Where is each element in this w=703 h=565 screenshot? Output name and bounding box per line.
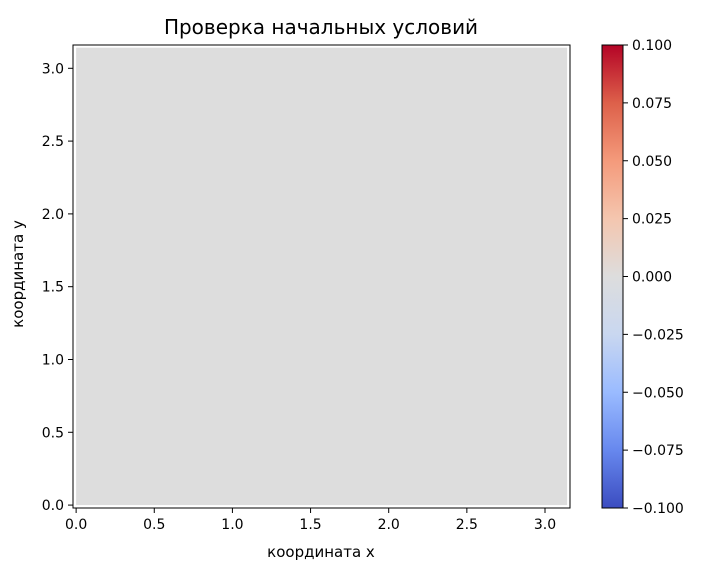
x-tick-label: 0.0 xyxy=(65,517,87,533)
y-tick-label: 1.0 xyxy=(42,352,64,368)
colorbar-ticks: 0.100 0.075 0.050 0.025 0.000 −0.025 −0.050 −0.… xyxy=(623,38,684,517)
colorbar-tick-label: 0.100 xyxy=(632,38,672,54)
y-tick-label: 1.5 xyxy=(42,280,64,296)
x-tick-label: 3.0 xyxy=(534,517,556,533)
x-axis-label: координата x xyxy=(267,543,375,561)
x-tick-label: 2.5 xyxy=(456,517,478,533)
x-axis-ticks: 0.0 0.5 1.0 1.5 2.0 2.5 3.0 xyxy=(65,508,556,533)
y-tick-label: 0.0 xyxy=(42,498,64,514)
heatmap-field xyxy=(76,47,568,506)
colorbar-tick-label: 0.050 xyxy=(632,154,672,170)
y-tick-label: 3.0 xyxy=(42,61,64,77)
colorbar-tick-label: −0.025 xyxy=(632,327,684,343)
colorbar-tick-label: 0.000 xyxy=(632,270,672,286)
x-tick-label: 2.0 xyxy=(378,517,400,533)
colorbar-tick-label: −0.075 xyxy=(632,443,684,459)
plot-area xyxy=(72,44,571,509)
colorbar-tick-label: 0.075 xyxy=(632,96,672,112)
y-axis-label: координата y xyxy=(9,220,27,328)
colorbar xyxy=(602,45,623,508)
x-tick-label: 1.0 xyxy=(221,517,243,533)
x-tick-label: 1.5 xyxy=(299,517,321,533)
y-tick-label: 2.5 xyxy=(42,134,64,150)
colorbar-tick-label: 0.025 xyxy=(632,212,672,228)
y-axis-ticks: 0.0 0.5 1.0 1.5 2.0 2.5 3.0 xyxy=(42,61,73,514)
y-tick-label: 0.5 xyxy=(42,425,64,441)
colorbar-tick-label: −0.100 xyxy=(632,501,684,517)
x-tick-label: 0.5 xyxy=(143,517,165,533)
colorbar-tick-label: −0.050 xyxy=(632,385,684,401)
chart-title: Проверка начальных условий xyxy=(164,15,478,39)
y-tick-label: 2.0 xyxy=(42,207,64,223)
